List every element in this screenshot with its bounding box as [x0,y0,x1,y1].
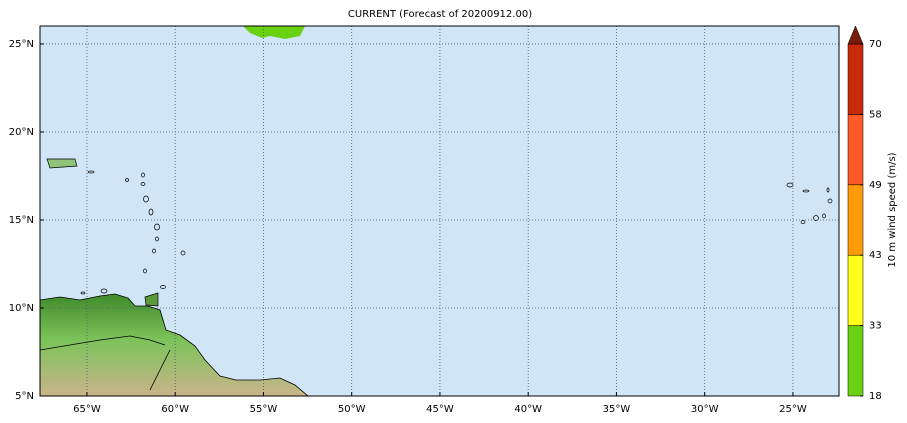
island [144,292,159,307]
x-tick-label: 50°W [338,404,366,415]
colorbar-label: 10 m wind speed (m/s) [887,152,898,267]
x-tick-label: 30°W [691,404,719,415]
colorbar-segment [847,254,864,326]
colorbar-tick-label: 43 [869,250,882,261]
wind-contour [243,26,305,39]
y-tick-label: 15°N [9,215,34,226]
x-tick-label: 40°W [514,404,542,415]
x-tick-label: 60°W [161,404,189,415]
x-tick-label: 45°W [426,404,454,415]
colorbar-tick-label: 49 [869,180,882,191]
x-tick-label: 55°W [250,404,278,415]
map-title: CURRENT (Forecast of 20200912.00) [348,9,532,20]
y-tick-label: 5°N [15,391,34,402]
land [40,26,833,396]
y-tick-label: 10°N [9,303,34,314]
colorbar-segment [847,325,864,397]
colorbar-tick-label: 70 [869,39,882,50]
x-tick-label: 35°W [603,404,631,415]
y-tick-label: 20°N [9,127,34,138]
south-america [40,293,309,396]
x-tick-label: 65°W [73,404,101,415]
border [40,335,171,391]
colorbar-tick-label: 18 [869,391,882,402]
islands [80,170,833,295]
colorbar-segment [847,43,864,115]
y-tick-label: 25°N [9,39,34,50]
colorbar-segment [847,184,864,256]
island [46,158,78,169]
colorbar-tick-label: 58 [869,109,882,120]
colorbar-tick-label: 33 [869,321,882,332]
colorbar-segment [847,114,864,186]
colorbar-extend [847,25,864,45]
x-tick-label: 25°W [779,404,807,415]
